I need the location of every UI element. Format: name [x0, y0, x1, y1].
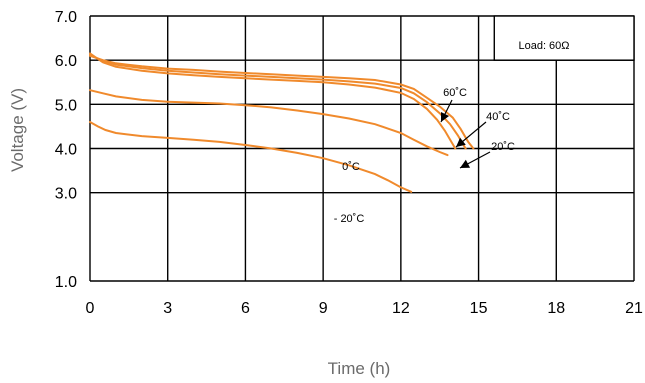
y-tick-label-5: 7.0: [55, 9, 77, 26]
series-label-2: 20˚C: [491, 141, 515, 153]
annotation-arrow-head-1: [456, 137, 466, 147]
series-line-2: [89, 52, 457, 150]
y-tick-label-4: 6.0: [55, 53, 77, 70]
x-tick-label-1: 3: [163, 300, 172, 317]
x-tick-label-2: 6: [241, 300, 250, 317]
x-tick-label-0: 0: [86, 300, 95, 317]
y-tick-label-1: 3.0: [55, 186, 77, 203]
series-line-3: [89, 89, 449, 157]
load-box: [493, 15, 635, 61]
series-label-4: - 20˚C: [334, 213, 365, 225]
annotation-arrow-head-0: [441, 111, 450, 122]
series-line-4: [89, 121, 413, 193]
grid: [89, 15, 635, 282]
x-tick-label-5: 15: [470, 300, 488, 317]
y-tick-label-2: 4.0: [55, 142, 77, 159]
annotation-arrow-head-2: [460, 159, 471, 168]
series-label-0: 60˚C: [443, 87, 467, 99]
series-lines: [89, 52, 475, 193]
x-tick-label-3: 9: [319, 300, 328, 317]
y-tick-label-0: 1.0: [55, 274, 77, 291]
series-labels: 60˚C 40˚C 20˚C 0˚C - 20˚C: [334, 87, 515, 225]
x-tick-label-6: 18: [547, 300, 565, 317]
x-tick-labels: 0 3 6 9 12 15 18 21: [86, 300, 643, 317]
y-tick-label-3: 5.0: [55, 97, 77, 114]
series-line-1: [89, 53, 467, 150]
annotation-arrows: [440, 99, 491, 169]
y-tick-labels: 1.0 3.0 4.0 5.0 6.0 7.0: [55, 9, 77, 291]
load-annotation: Load: 60Ω: [518, 40, 569, 52]
y-axis-label: Voltage (V): [8, 88, 27, 172]
series-label-1: 40˚C: [486, 111, 510, 123]
series-label-3: 0˚C: [342, 161, 360, 173]
x-axis-label: Time (h): [328, 359, 391, 378]
x-tick-label-7: 21: [625, 300, 643, 317]
x-tick-label-4: 12: [392, 300, 410, 317]
series-line-0: [89, 54, 475, 150]
